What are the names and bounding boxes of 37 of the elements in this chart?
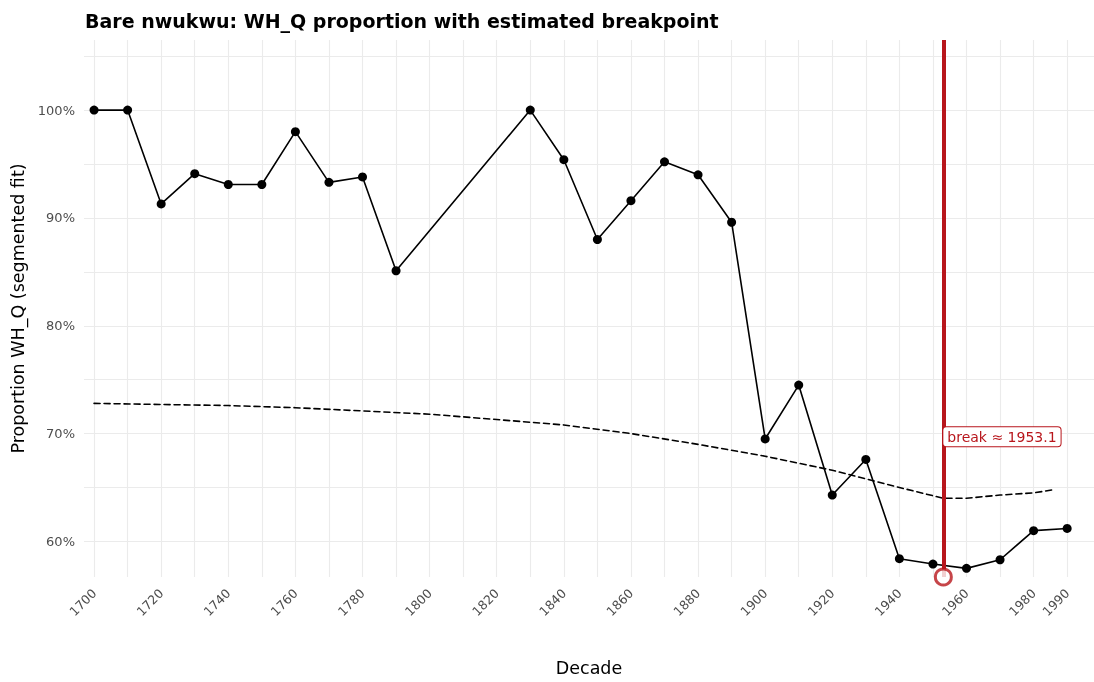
point bbox=[324, 177, 334, 187]
point bbox=[626, 196, 636, 206]
y-tick-label: 60% bbox=[46, 533, 75, 549]
y-axis-title: Proportion WH_Q (segmented fit) bbox=[7, 163, 29, 454]
point bbox=[928, 559, 938, 569]
point bbox=[223, 180, 233, 189]
point bbox=[995, 555, 1005, 565]
point bbox=[89, 105, 99, 115]
y-tick-label: 70% bbox=[46, 426, 75, 442]
x-axis-title: Decade bbox=[555, 658, 623, 678]
point bbox=[894, 554, 904, 564]
point bbox=[962, 563, 971, 573]
point bbox=[794, 380, 804, 390]
point bbox=[727, 217, 737, 227]
point bbox=[123, 105, 133, 115]
point bbox=[861, 454, 871, 464]
y-tick-label: 90% bbox=[46, 210, 75, 226]
point bbox=[1062, 523, 1072, 533]
point bbox=[827, 490, 837, 500]
point bbox=[693, 170, 703, 180]
point bbox=[156, 199, 166, 209]
chart-title: Bare nwukwu: WH_Q proportion with estimated breakpoint bbox=[85, 9, 719, 33]
point bbox=[1029, 526, 1039, 536]
point bbox=[190, 169, 200, 179]
point bbox=[933, 567, 953, 587]
point bbox=[592, 234, 602, 244]
point bbox=[760, 434, 770, 444]
point bbox=[257, 180, 267, 189]
point bbox=[391, 266, 401, 276]
point bbox=[559, 155, 569, 165]
y-tick-label: 100% bbox=[37, 102, 75, 118]
point bbox=[525, 105, 535, 115]
point bbox=[290, 127, 300, 137]
annotation: break ≈ 1953.1 bbox=[947, 428, 1057, 445]
point bbox=[358, 172, 368, 182]
point bbox=[660, 157, 669, 167]
y-tick-label: 80% bbox=[46, 318, 75, 334]
